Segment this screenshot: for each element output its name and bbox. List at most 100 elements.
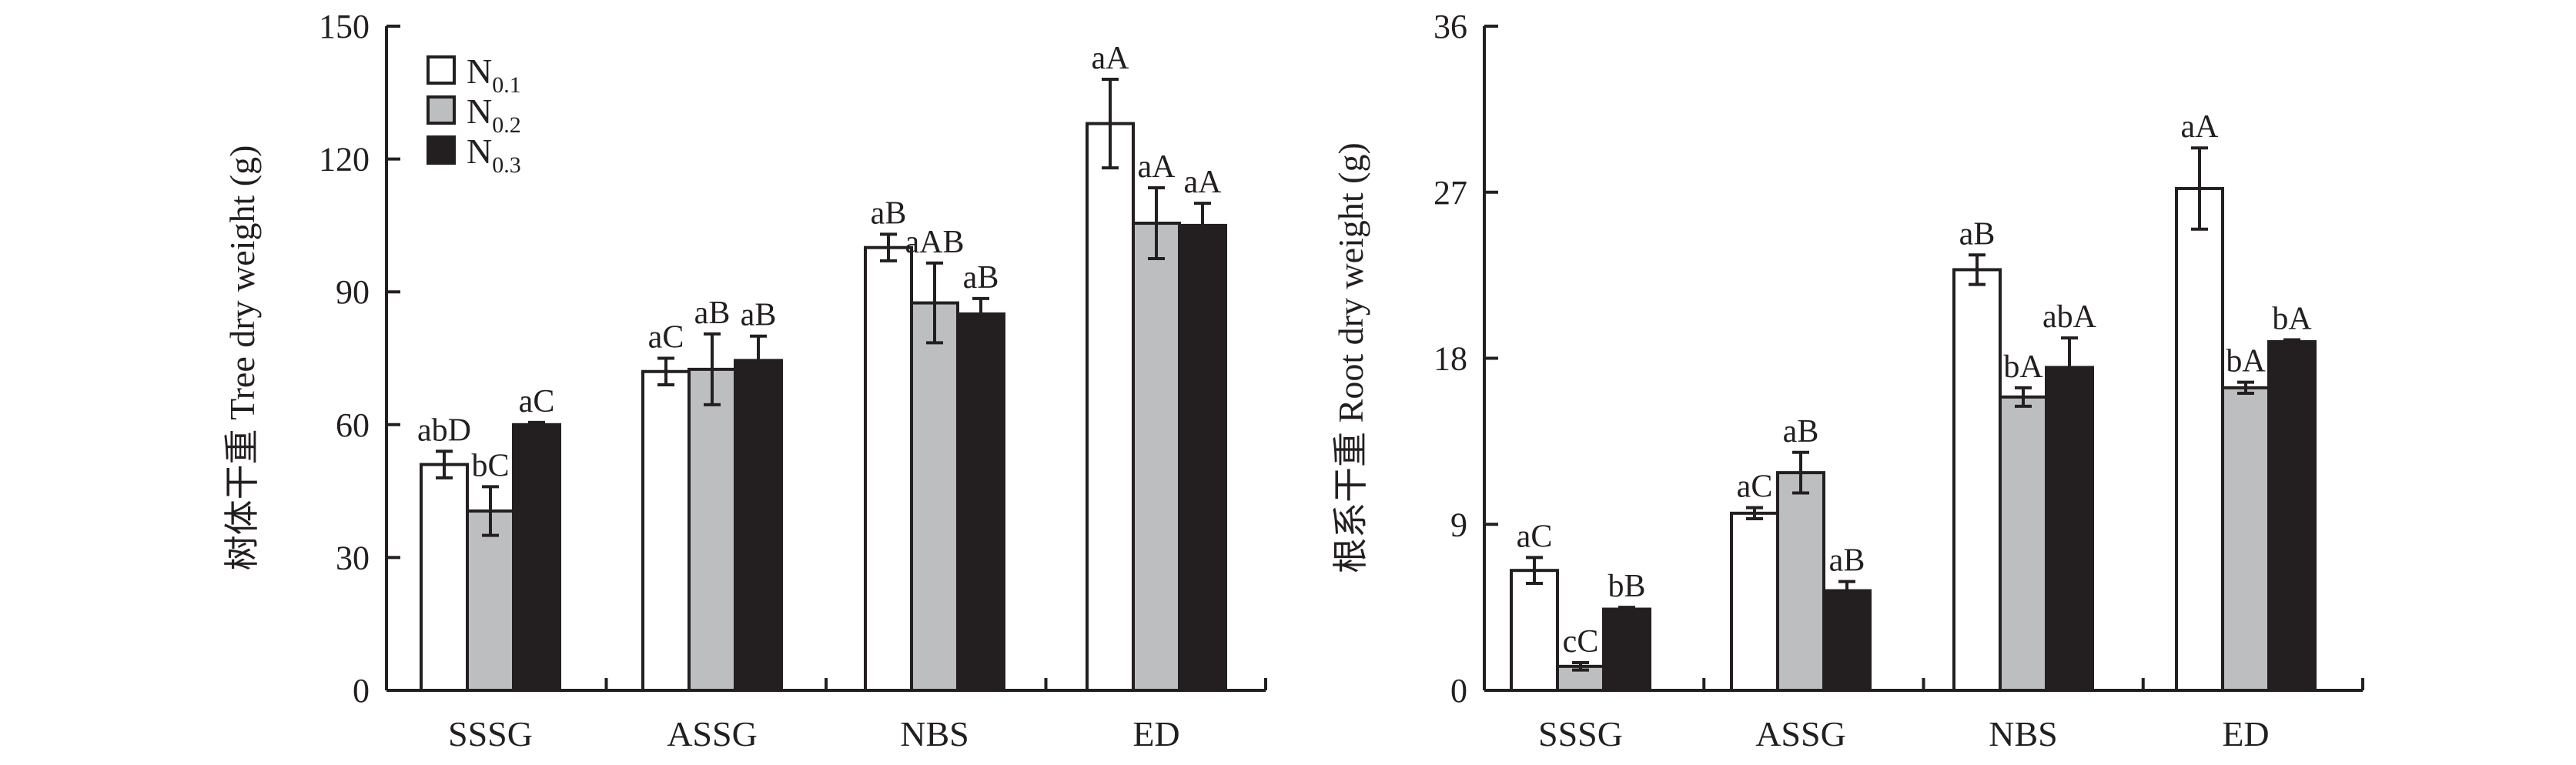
error-bar [750,334,767,387]
bar-N0.1-SSSG [1510,569,1559,692]
error-bar [1194,202,1211,249]
legend-label: N0.2 [467,92,521,138]
error-bar [2015,386,2032,408]
error-bar [2283,338,2300,346]
significance-label: aAB [905,225,965,260]
legend-swatch [427,55,456,85]
error-bar [926,261,943,345]
bar-N0.1-SSSG [420,463,469,693]
bar-N0.2-ASSG [1776,471,1825,693]
y-tick-label: 36 [1434,8,1467,45]
x-tick-label: ASSG [1755,714,1846,753]
error-bar [1792,450,1809,495]
bar-N0.2-ED [1132,222,1181,693]
error-bar [2061,336,2078,399]
bar-N0.3-SSSG [512,423,561,692]
significance-label: aC [648,320,684,356]
bar-N0.3-NBS [2045,366,2094,692]
bar-N0.1-ED [2175,186,2224,692]
error-bar [704,332,721,406]
bar-N0.3-NBS [956,312,1005,692]
bar-N0.2-ED [2221,386,2270,692]
bar-N0.1-ED [1086,122,1135,693]
y-tick-label: 27 [1434,174,1467,212]
error-bar [1746,506,1763,521]
bar-N0.2-NBS [910,301,959,692]
significance-label: bA [2003,349,2043,385]
significance-label: aA [1092,41,1130,76]
bar-N0.3-ED [1178,223,1227,692]
significance-label: aB [1783,414,1819,449]
error-bar [657,356,674,387]
bar-N0.3-ASSG [1822,589,1872,692]
error-bar [1838,580,1855,602]
legend-label: N0.1 [467,52,521,98]
significance-label: bB [1607,569,1645,604]
significance-label: aB [1829,543,1865,579]
significance-label: aB [1959,216,1996,252]
error-bar [1572,661,1589,672]
legend: N0.1N0.2N0.3 [427,52,521,178]
significance-label: aB [694,296,731,331]
significance-label: aB [871,195,907,231]
bar-N0.2-ASSG [687,367,737,692]
legend-label: N0.3 [467,132,521,178]
significance-label: aC [1737,469,1773,505]
error-bar [1526,556,1543,585]
significance-label: bC [471,448,509,483]
error-bar [528,420,545,429]
y-tick-label: 60 [336,406,370,444]
bar-N0.2-SSSG [466,509,515,692]
error-bar [1148,185,1165,261]
y-tick-label: 18 [1434,340,1467,378]
error-bar [880,232,897,262]
significance-label: aC [519,384,555,419]
bar-N0.1-NBS [864,246,913,692]
significance-label: abD [417,413,471,448]
x-tick-label: ED [1132,714,1179,753]
y-axis-label: 树体干重 Tree dry weight (g) [222,145,262,571]
significance-label: aB [741,298,777,333]
error-bar [1618,606,1635,613]
significance-label: aA [2181,109,2220,145]
y-axis-label: 根系干重 Root dry weight (g) [1331,142,1370,573]
y-tick-label: 90 [336,273,370,311]
error-bar [2237,380,2254,396]
bar-N0.2-NBS [1999,395,2048,692]
bar-N0.1-NBS [1952,268,2002,692]
significance-label: aB [963,260,999,296]
significance-label: cC [1563,624,1599,660]
y-tick-label: 150 [319,8,370,45]
x-tick-label: SSSG [1538,714,1623,753]
error-bar [482,485,499,537]
error-bar [2191,146,2208,231]
y-tick-label: 0 [1450,672,1467,710]
error-bar [1969,253,1986,286]
significance-label: bA [2226,344,2266,379]
bar-N0.1-ASSG [641,369,691,692]
x-tick-label: NBS [900,714,969,753]
significance-label: aC [1517,519,1553,554]
bar-N0.3-ED [2267,339,2317,692]
error-bar [436,449,453,479]
error-bar [1102,78,1119,170]
x-tick-label: ED [2222,714,2269,753]
significance-label: bA [2272,302,2312,337]
y-tick-label: 0 [353,672,370,710]
bar-N0.3-ASSG [734,359,783,692]
y-tick-label: 9 [1450,506,1467,543]
significance-label: abA [2042,299,2097,335]
y-tick-label: 30 [336,539,370,576]
x-tick-label: ASSG [667,714,758,753]
x-tick-label: NBS [1989,714,2057,753]
bar-N0.1-ASSG [1730,511,1779,692]
legend-swatch [427,135,456,165]
significance-label: aA [1138,149,1176,185]
significance-label: aA [1184,165,1223,200]
y-tick-label: 120 [319,141,370,179]
x-tick-label: SSSG [448,714,533,753]
bar-N0.3-SSSG [1602,607,1651,692]
